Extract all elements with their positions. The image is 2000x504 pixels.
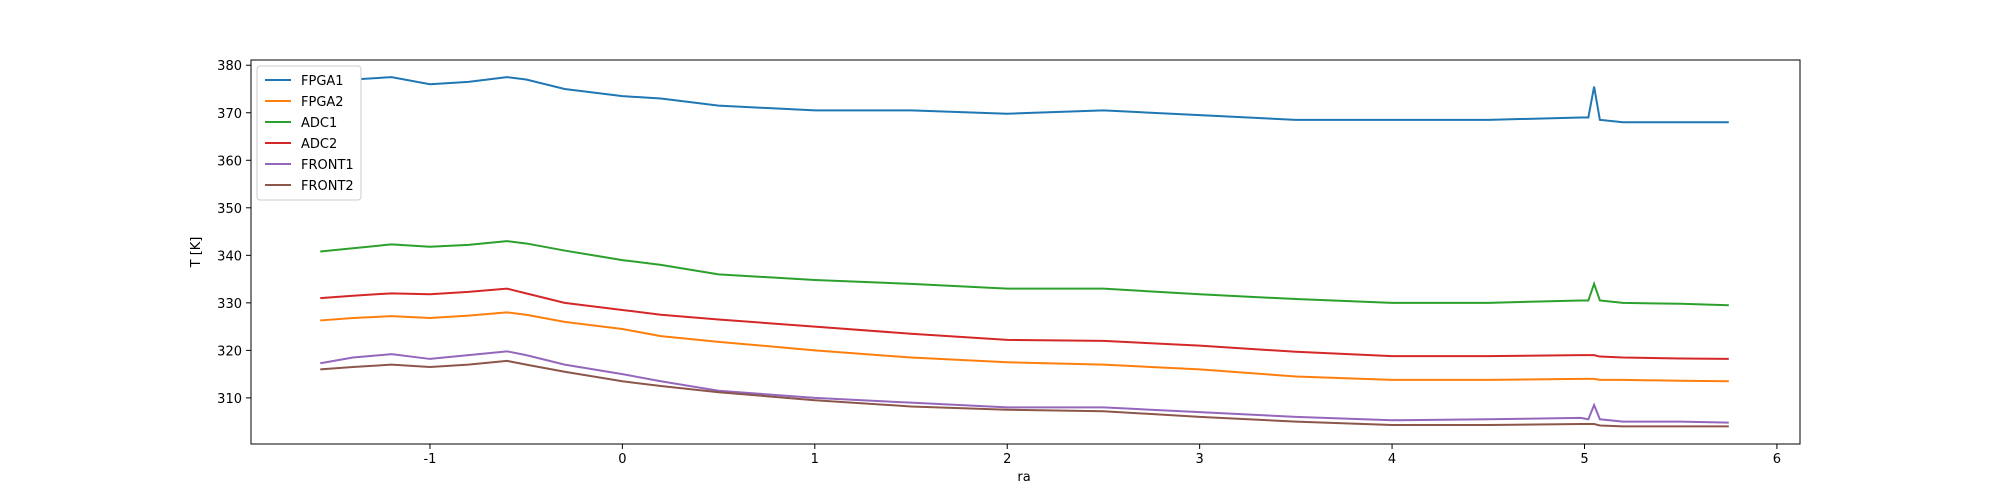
series-line: [320, 359, 1729, 428]
legend-label: ADC2: [301, 137, 337, 152]
legend-label: FRONT2: [301, 179, 354, 194]
legend-label: FPGA1: [301, 74, 344, 89]
plot-frame: [250, 59, 1801, 445]
x-tick-label: 6: [1773, 452, 1781, 467]
y-tick-label: 310: [217, 392, 242, 407]
series-line: [320, 311, 1729, 383]
x-axis-label: ra: [1017, 470, 1030, 485]
legend-label: FRONT1: [301, 158, 354, 173]
legend-box: [256, 65, 362, 201]
y-tick-label: 380: [217, 59, 242, 74]
legend-label: FPGA2: [301, 95, 344, 110]
x-tick-label: 0: [618, 452, 626, 467]
y-tick-label: 330: [217, 297, 242, 312]
y-tick-label: 350: [217, 202, 242, 217]
x-tick-label: 5: [1580, 452, 1588, 467]
series-line: [320, 350, 1729, 424]
legend-label: ADC1: [301, 116, 337, 131]
y-tick-label: 340: [217, 249, 242, 264]
y-tick-label: 360: [217, 154, 242, 169]
y-tick-label: 370: [217, 107, 242, 122]
y-tick-label: 320: [217, 344, 242, 359]
x-tick-label: -1: [423, 452, 436, 467]
series-line: [320, 240, 1729, 307]
x-tick-label: 3: [1196, 452, 1204, 467]
series-line: [320, 76, 1729, 124]
y-axis-label: T [K]: [189, 237, 204, 269]
x-tick-label: 1: [811, 452, 819, 467]
x-tick-label: 4: [1388, 452, 1396, 467]
x-tick-label: 2: [1003, 452, 1011, 467]
series-line: [320, 287, 1729, 360]
